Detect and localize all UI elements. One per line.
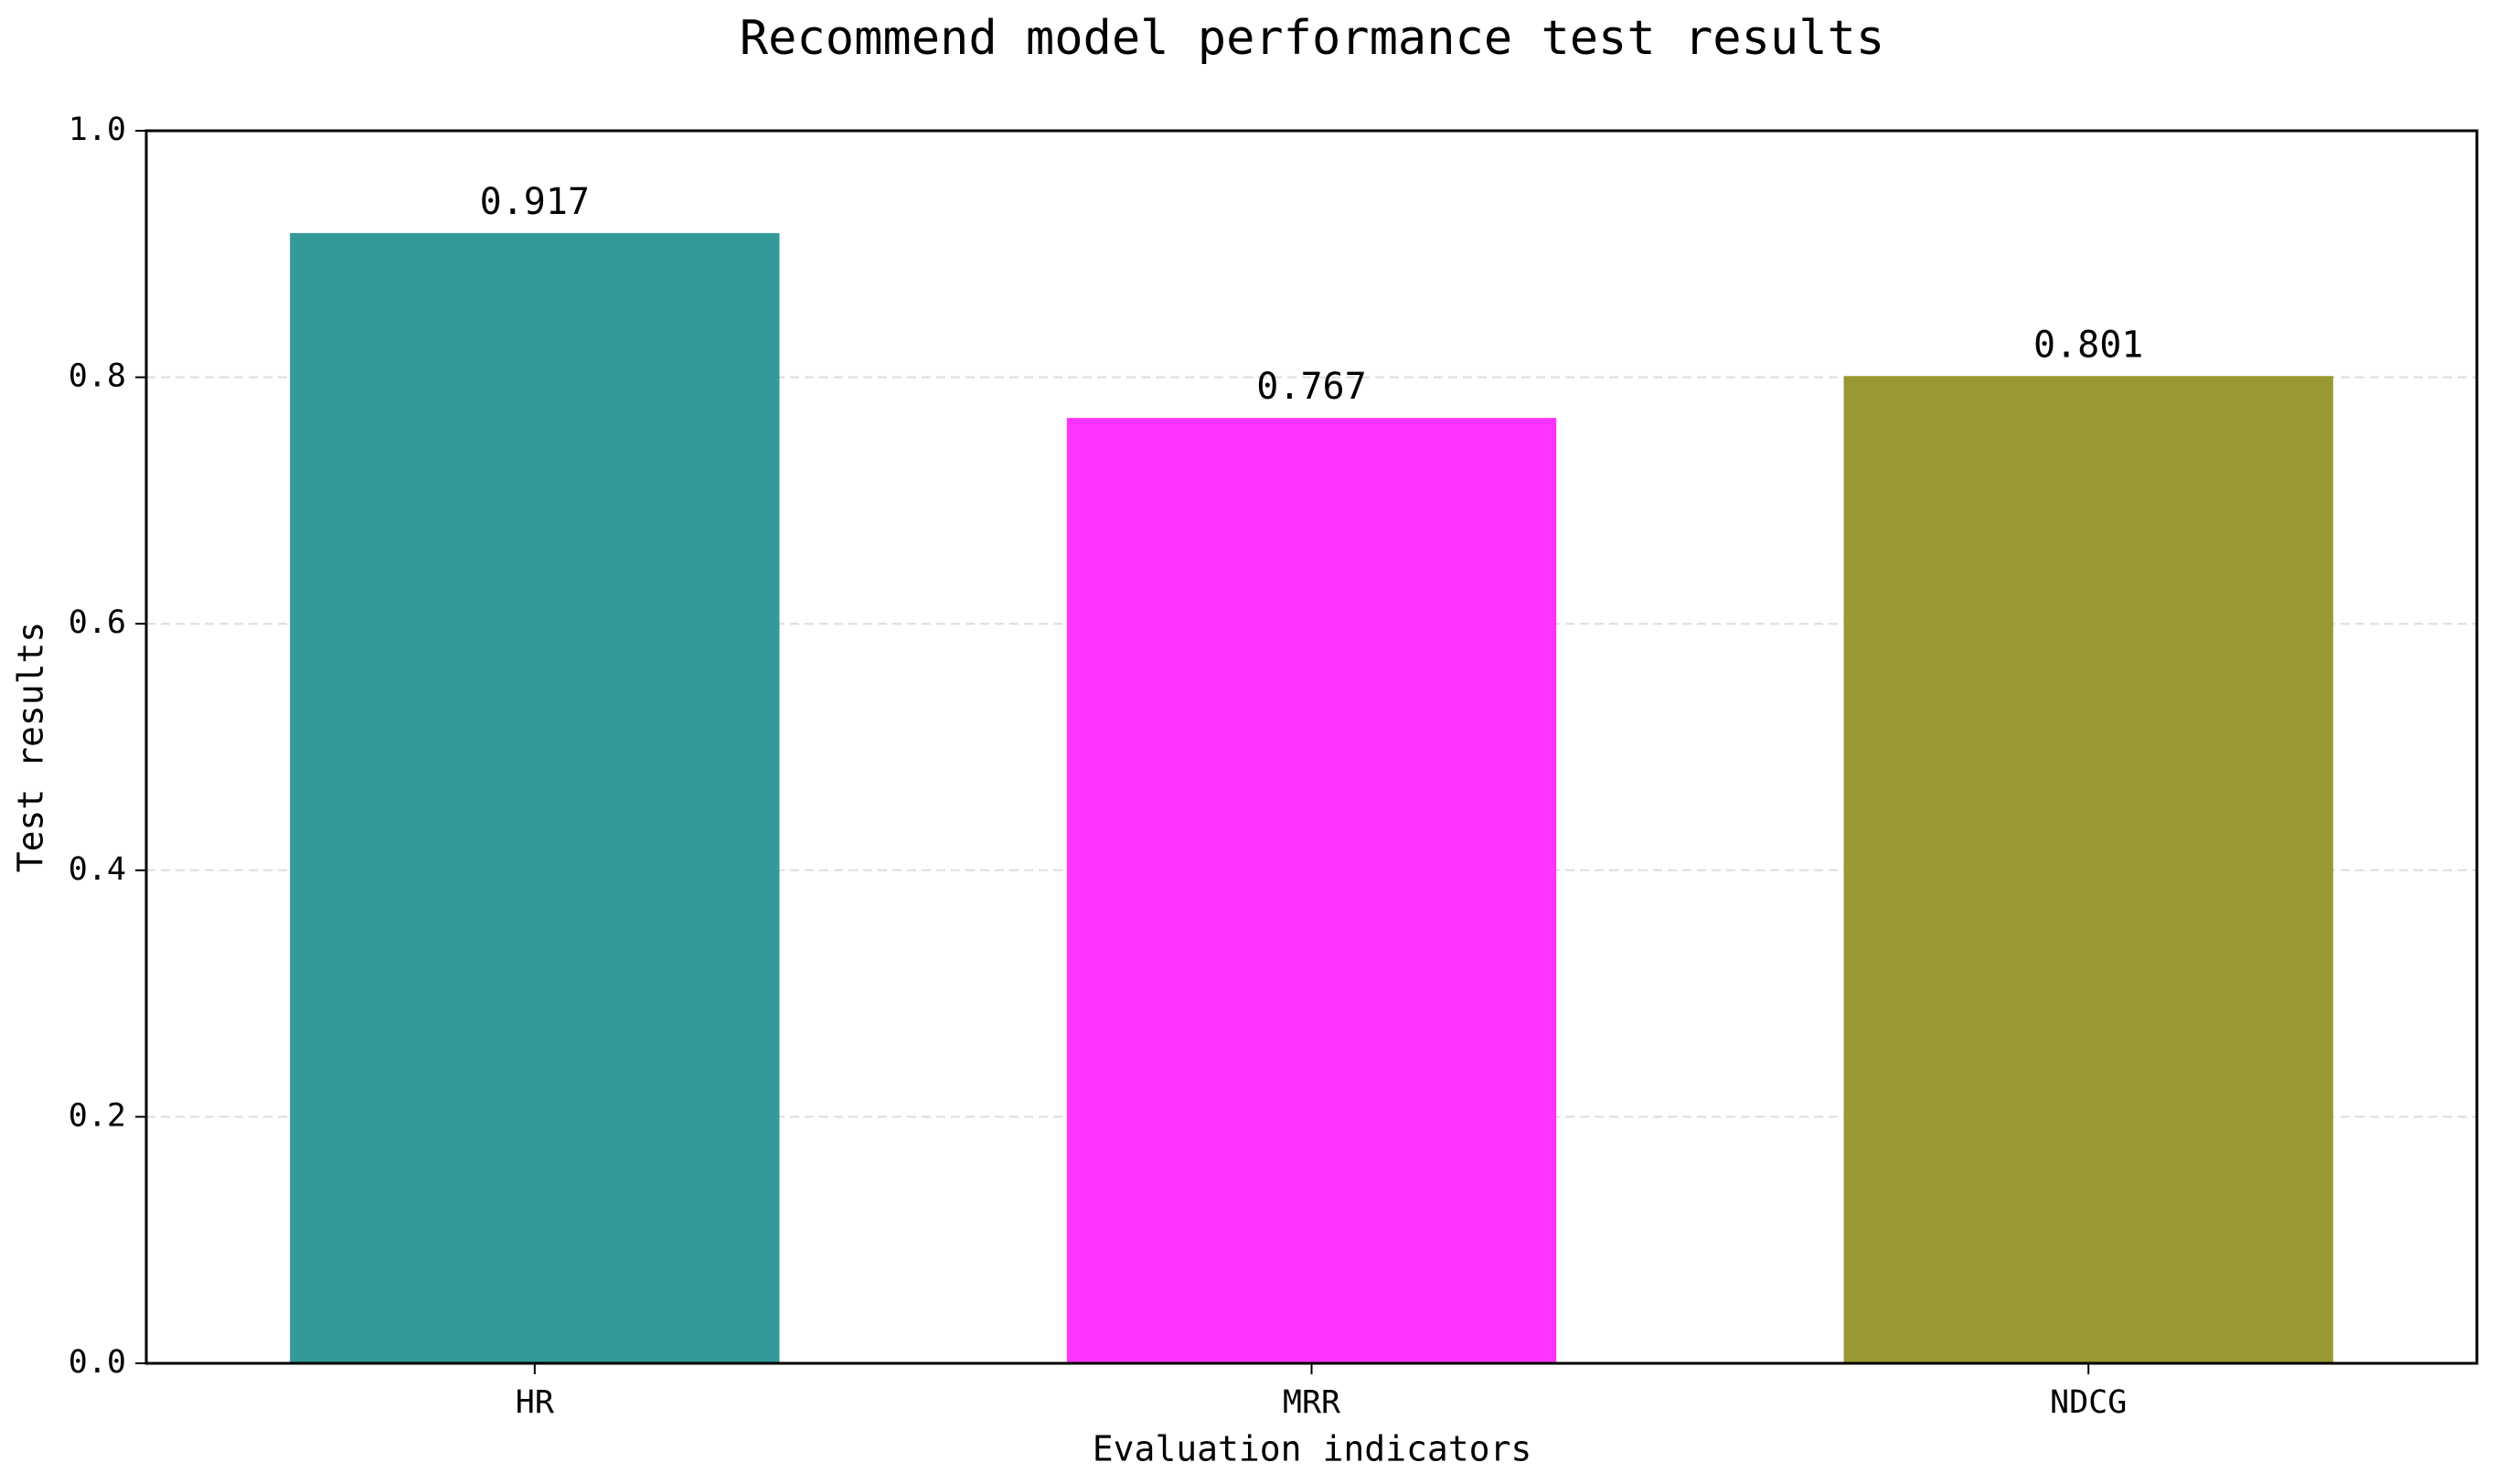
- x-axis-label: Evaluation indicators: [1093, 1429, 1531, 1469]
- bar: [1066, 418, 1557, 1364]
- y-tick-label: 1.0: [69, 112, 126, 148]
- bar: [290, 232, 780, 1363]
- y-axis-label: Test results: [11, 622, 51, 873]
- y-tick-label: 0.0: [69, 1344, 126, 1381]
- x-tick-label: NDCG: [2050, 1384, 2127, 1421]
- value-label: 0.917: [480, 181, 590, 223]
- x-tick-label: HR: [516, 1384, 555, 1421]
- y-tick-label: 0.2: [69, 1097, 126, 1134]
- y-tick-label: 0.8: [69, 358, 126, 395]
- value-label: 0.801: [2033, 324, 2143, 366]
- x-tick-label: MRR: [1283, 1384, 1341, 1421]
- chart-title: Recommend model performance test results: [740, 11, 1884, 66]
- bar: [1843, 376, 2333, 1364]
- y-tick-label: 0.4: [69, 851, 126, 888]
- y-tick-label: 0.6: [69, 604, 126, 641]
- plot-frame: [144, 129, 2479, 1365]
- value-label: 0.767: [1256, 366, 1366, 408]
